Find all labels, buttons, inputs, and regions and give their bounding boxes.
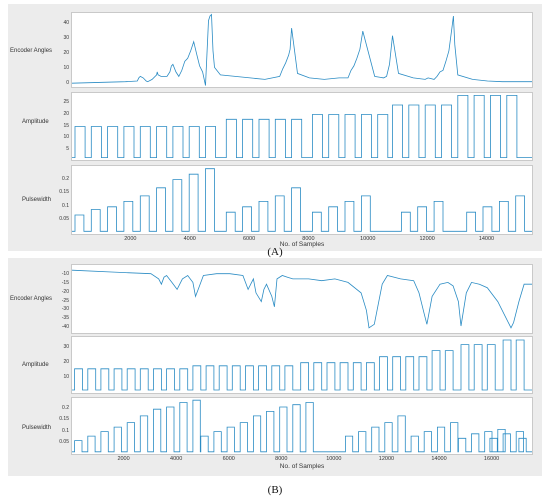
series-line [72,168,532,232]
y-tick-label: 5 [66,146,69,153]
x-tick-label: 12000 [378,456,395,462]
ylabel-pulsewidth-a: Pulsewidth [22,197,52,203]
x-tick-label: 10000 [326,456,342,462]
plot-encoder-angles-b [71,264,533,334]
y-tick-label: 0.2 [62,405,69,412]
y-tick-label: 10 [63,64,69,71]
y-tick-label: 0.15 [59,189,69,196]
series-line [72,399,532,453]
y-tick-label: 0.1 [62,427,69,434]
plot-svg-a-2 [72,168,532,232]
panel-label-a: (A) [267,246,283,258]
y-tick-label: 25 [63,98,69,105]
y-tick-label: 40 [63,19,69,26]
ylabel-encoder-angles-a: Encoder Angles [10,48,53,54]
plot-encoder-angles-a [71,12,533,88]
x-tick-label: 16000 [483,456,500,462]
y-tick-label: 0.15 [59,416,69,423]
xlabel-b: No. of Samples [279,463,325,470]
ylabel-encoder-angles-b: Encoder Angles [10,296,53,302]
figure-b: Encoder Angles Amplitude Pulsewidth No. … [8,258,542,476]
y-tick-label: -20 [61,288,69,295]
y-tick-label: -30 [61,306,69,313]
xlabel-a: No. of Samples [279,241,325,248]
x-tick-label: 8000 [302,236,315,242]
ylabel-amplitude-b: Amplitude [22,362,49,368]
x-tick-label: 6000 [242,236,256,242]
y-tick-label: 20 [63,358,69,365]
y-tick-label: -35 [61,315,69,322]
plot-svg-b-2 [72,399,532,453]
series-line [72,339,532,391]
plot-pulsewidth-b [71,397,533,455]
plot-svg-a-0 [72,13,532,86]
plot-amplitude-b [71,336,533,394]
y-tick-label: 15 [63,122,69,129]
plot-pulsewidth-a [71,165,533,235]
x-tick-label: 2000 [117,456,130,462]
series-line [72,13,532,86]
y-tick-label: -40 [61,323,69,330]
x-tick-label: 14000 [431,456,447,462]
x-tick-label: 8000 [275,456,288,462]
plot-svg-b-1 [72,339,532,391]
x-tick-label: 2000 [124,236,137,242]
y-tick-label: -15 [61,280,69,287]
y-tick-label: 30 [63,343,69,350]
series-line [72,269,532,329]
x-tick-label: 14000 [478,236,495,242]
x-tick-label: 4000 [170,456,183,462]
y-tick-label: -25 [61,297,69,304]
y-tick-label: -10 [61,271,69,278]
y-tick-label: 20 [63,110,69,117]
y-tick-label: 30 [63,34,69,41]
series-line [72,95,532,158]
y-tick-label: 0 [66,79,69,86]
y-tick-label: 10 [63,373,69,380]
plot-amplitude-a [71,92,533,161]
y-tick-label: 20 [63,49,69,56]
plot-svg-b-0 [72,269,532,329]
x-tick-label: 6000 [222,456,235,462]
y-tick-label: 0.1 [62,202,69,209]
y-tick-label: 0.05 [59,216,69,223]
x-tick-label: 12000 [419,236,435,242]
y-tick-label: 0.2 [62,175,69,182]
y-tick-label: 0.05 [59,438,69,445]
figure-a: Encoder Angles Amplitude Pulsewidth No. … [8,4,542,251]
panel-label-b: (B) [267,484,283,496]
ylabel-amplitude-a: Amplitude [22,119,49,125]
plot-svg-a-1 [72,95,532,158]
y-tick-label: 10 [63,134,69,141]
x-tick-label: 4000 [183,236,196,242]
ylabel-pulsewidth-b: Pulsewidth [22,425,52,431]
x-tick-label: 10000 [360,236,376,242]
